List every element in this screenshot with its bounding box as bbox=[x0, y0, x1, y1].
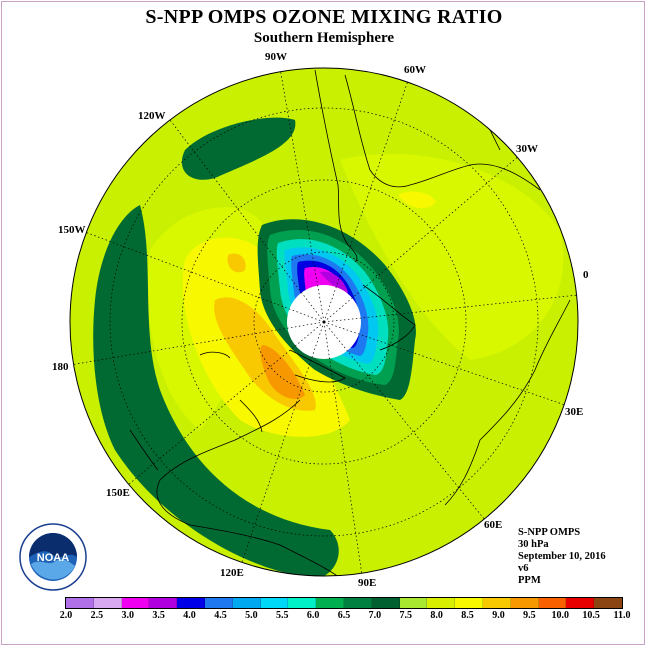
field-7.0-band bbox=[93, 205, 339, 576]
field-8.5-small bbox=[398, 191, 436, 209]
colorbar-tick-label: 2.0 bbox=[59, 610, 73, 621]
colorbar-tick-label: 2.5 bbox=[90, 610, 104, 621]
colorbar-tick-label: 5.5 bbox=[275, 610, 289, 621]
colorbar-tick-label: 4.0 bbox=[183, 610, 196, 621]
colorbar-swatch bbox=[538, 598, 567, 608]
graticule bbox=[70, 68, 578, 576]
lon-label-30e: 30E bbox=[565, 406, 583, 418]
colorbar-tick-label: 3.5 bbox=[152, 610, 165, 621]
colorbar-swatch bbox=[260, 598, 289, 608]
colorbar-tick-label: 9.5 bbox=[523, 610, 536, 621]
lon-label-120w: 120W bbox=[138, 110, 166, 122]
lon-label-150e: 150E bbox=[106, 487, 130, 499]
info-units: PPM bbox=[518, 575, 541, 586]
colorbar-tick-label: 9.0 bbox=[492, 610, 505, 621]
field-9.0-small bbox=[227, 253, 246, 273]
map-boundary bbox=[69, 67, 579, 577]
colorbar-swatch bbox=[316, 598, 344, 608]
field-8.0-region-east bbox=[340, 153, 564, 360]
colorbar-tick-label: 8.0 bbox=[430, 610, 443, 621]
colorbar-swatch bbox=[66, 598, 94, 608]
colorbar-tick-label: 7.0 bbox=[368, 610, 382, 621]
colorbar-tick-label: 7.5 bbox=[399, 610, 413, 621]
lon-label-120e: 120E bbox=[220, 567, 244, 579]
info-level: 30 hPa bbox=[518, 539, 549, 550]
colorbar-swatch bbox=[399, 598, 428, 608]
colorbar-tick-label: 6.5 bbox=[337, 610, 351, 621]
colorbar-swatch bbox=[177, 598, 205, 608]
info-date: September 10, 2016 bbox=[518, 551, 606, 562]
colorbar-tick-label: 6.0 bbox=[306, 610, 320, 621]
map-subtitle: Southern Hemisphere bbox=[253, 30, 395, 46]
colorbar-swatch bbox=[371, 598, 400, 608]
lon-label-30w: 30W bbox=[516, 143, 538, 155]
colorbar-swatch bbox=[204, 598, 233, 608]
colorbar-tick-label: 4.5 bbox=[214, 610, 227, 621]
colorbar-tick-label: 3.0 bbox=[121, 610, 135, 621]
noaa-logo: NOAA bbox=[19, 523, 87, 591]
colorbar-tick-label: 5.0 bbox=[245, 610, 258, 621]
lon-label-60w: 60W bbox=[404, 64, 426, 76]
lon-label-90e: 90E bbox=[358, 577, 376, 589]
lon-label-0: 0 bbox=[583, 269, 589, 281]
noaa-logo-text: NOAA bbox=[37, 552, 69, 564]
colorbar-tick-label: 11.0 bbox=[613, 610, 631, 621]
info-instrument: S-NPP OMPS bbox=[518, 527, 581, 538]
colorbar-swatch bbox=[288, 598, 317, 608]
lon-label-150w: 150W bbox=[58, 224, 86, 236]
colorbar-tick-label: 10.0 bbox=[551, 610, 569, 621]
colorbar-swatch bbox=[594, 598, 622, 608]
product-info: S-NPP OMPS 30 hPa September 10, 2016 v6 … bbox=[518, 527, 606, 587]
colorbar-swatch bbox=[121, 598, 150, 608]
colorbar-swatch bbox=[455, 598, 483, 608]
field-7.0-patch-north bbox=[181, 117, 296, 180]
info-version: v6 bbox=[518, 563, 529, 574]
colorbar-tick-label: 10.5 bbox=[582, 610, 600, 621]
lon-label-180: 180 bbox=[52, 361, 69, 373]
colorbar-swatch bbox=[93, 598, 122, 608]
colorbar-swatch bbox=[149, 598, 178, 608]
colorbar-swatch bbox=[232, 598, 261, 608]
colorbar-swatch bbox=[510, 598, 539, 608]
colorbar-swatch bbox=[566, 598, 595, 608]
south-pole-marker bbox=[322, 320, 326, 324]
lon-label-60e: 60E bbox=[484, 519, 502, 531]
map-title: S-NPP OMPS OZONE MIXING RATIO bbox=[145, 6, 503, 28]
colorbar-tick-label: 8.5 bbox=[461, 610, 474, 621]
colorbar bbox=[65, 597, 623, 609]
lon-label-90w: 90W bbox=[265, 51, 287, 63]
colorbar-swatch bbox=[482, 598, 511, 608]
colorbar-swatch bbox=[343, 598, 372, 608]
colorbar-swatch bbox=[427, 598, 456, 608]
contour-3.5 bbox=[320, 271, 348, 292]
